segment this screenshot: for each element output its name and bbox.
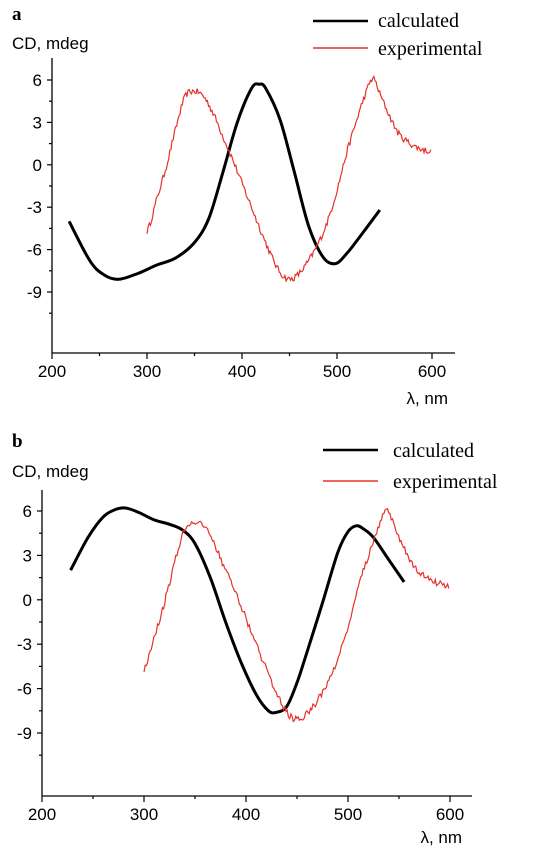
panel-a-x-tick-label: 600: [418, 362, 446, 381]
panel-b-series-calculated-line: [69, 506, 406, 715]
panel-b-x-tick-label: 500: [334, 805, 362, 824]
panel-a-legend-experimental: experimental: [378, 38, 483, 60]
panel-b: b CD, mdeg λ, nm calculated experimental…: [12, 431, 498, 847]
panel-b-x-ticks: 200 300 400 500 600: [28, 796, 464, 824]
panel-a-y-tick-label: 6: [33, 71, 42, 90]
panel-b-y-tick-label: -6: [17, 680, 32, 699]
panel-a-legend-calculated: calculated: [378, 10, 459, 32]
panel-a-x-axis-label: λ, nm: [406, 389, 448, 408]
panel-a-x-tick-label: 300: [133, 362, 161, 381]
panel-a-y-tick-label: -6: [27, 241, 42, 260]
panel-b-series-experimental-line: [143, 508, 450, 723]
panel-b-x-axis-label: λ, nm: [420, 828, 462, 847]
panel-b-y-tick-label: -9: [17, 724, 32, 743]
panel-b-legend-experimental: experimental: [393, 471, 498, 493]
panel-b-letter: b: [12, 431, 23, 452]
panel-b-y-tick-label: 0: [23, 591, 32, 610]
panel-b-y-ticks: 6 3 0 -3 -6 -9: [17, 502, 42, 756]
panel-a-letter: a: [12, 4, 22, 25]
panel-b-y-axis-label: CD, mdeg: [12, 462, 89, 481]
panel-a-x-tick-label: 500: [323, 362, 351, 381]
panel-a: a CD, mdeg λ, nm calculated experimental…: [12, 4, 483, 408]
panel-a-y-ticks: 6 3 0 -3 -6 -9: [27, 71, 52, 314]
panel-a-y-axis-label: CD, mdeg: [12, 34, 89, 53]
panel-b-y-tick-label: 6: [23, 502, 32, 521]
panel-b-y-tick-label: 3: [23, 546, 32, 565]
panel-a-y-tick-label: -9: [27, 283, 42, 302]
panel-b-legend-calculated: calculated: [393, 440, 474, 462]
panel-b-y-tick-label: -3: [17, 635, 32, 654]
panel-b-x-tick-label: 300: [130, 805, 158, 824]
panel-a-y-tick-label: 3: [33, 113, 42, 132]
panel-b-x-tick-label: 200: [28, 805, 56, 824]
panel-a-y-tick-label: -3: [27, 198, 42, 217]
panel-a-x-ticks: 200 300 400 500 600: [38, 353, 446, 381]
panel-a-series-experimental-line: [146, 75, 432, 283]
panel-a-y-tick-label: 0: [33, 156, 42, 175]
panel-b-x-tick-label: 400: [232, 805, 260, 824]
panel-a-series-calculated-line: [67, 82, 382, 281]
panel-a-x-tick-label: 400: [228, 362, 256, 381]
panel-b-x-tick-label: 600: [436, 805, 464, 824]
panel-a-x-tick-label: 200: [38, 362, 66, 381]
